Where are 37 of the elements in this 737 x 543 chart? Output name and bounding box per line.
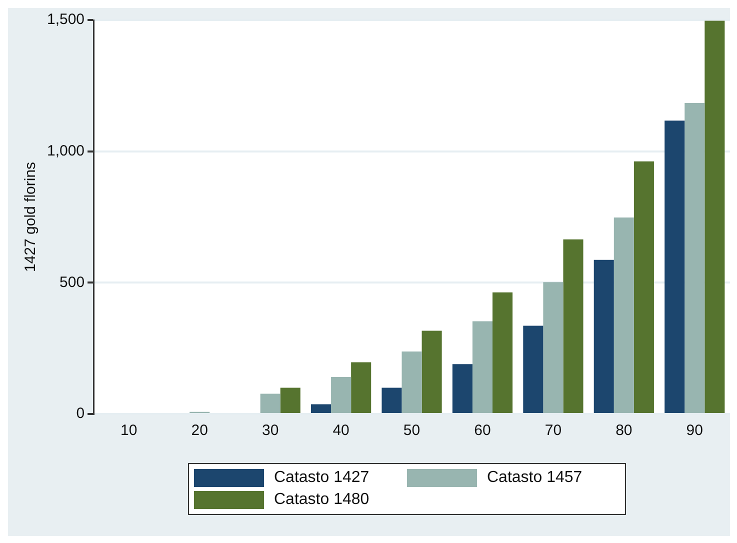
x-tick-label: 40 <box>332 422 350 440</box>
bar <box>684 103 705 413</box>
legend-label: Catasto 1427 <box>274 469 370 487</box>
bar <box>280 388 300 413</box>
x-tick-label: 70 <box>544 422 562 440</box>
x-tick-label: 30 <box>262 422 279 440</box>
legend-label: Catasto 1480 <box>274 491 370 509</box>
bar <box>452 364 472 413</box>
x-tick-label: 80 <box>616 422 632 440</box>
x-tick-label: 10 <box>120 422 138 440</box>
bar <box>634 161 654 413</box>
x-tick-label: 60 <box>474 422 491 440</box>
legend-label: Catasto 1457 <box>487 469 582 487</box>
bar <box>402 351 422 413</box>
y-tick-label: 0 <box>76 405 85 422</box>
x-tick-label: 20 <box>191 422 208 440</box>
bar <box>523 326 544 413</box>
bar <box>422 330 442 413</box>
bar <box>543 282 564 413</box>
y-axis-title: 1427 gold florins <box>22 162 40 272</box>
y-tick-label: 1,000 <box>46 142 85 160</box>
bar <box>351 362 372 413</box>
bar <box>704 20 725 413</box>
bar <box>614 218 634 413</box>
y-tick-label: 500 <box>60 274 85 291</box>
bar <box>594 260 614 413</box>
bar <box>260 394 280 413</box>
bar <box>331 376 352 413</box>
bar <box>492 292 513 413</box>
bar <box>382 388 402 413</box>
bar <box>563 239 584 413</box>
x-tick-label: 50 <box>403 422 420 440</box>
bar <box>310 404 332 413</box>
x-tick-label: 90 <box>686 422 703 440</box>
bar <box>472 321 493 413</box>
bar <box>664 120 685 413</box>
y-tick-label: 1,500 <box>46 11 85 28</box>
